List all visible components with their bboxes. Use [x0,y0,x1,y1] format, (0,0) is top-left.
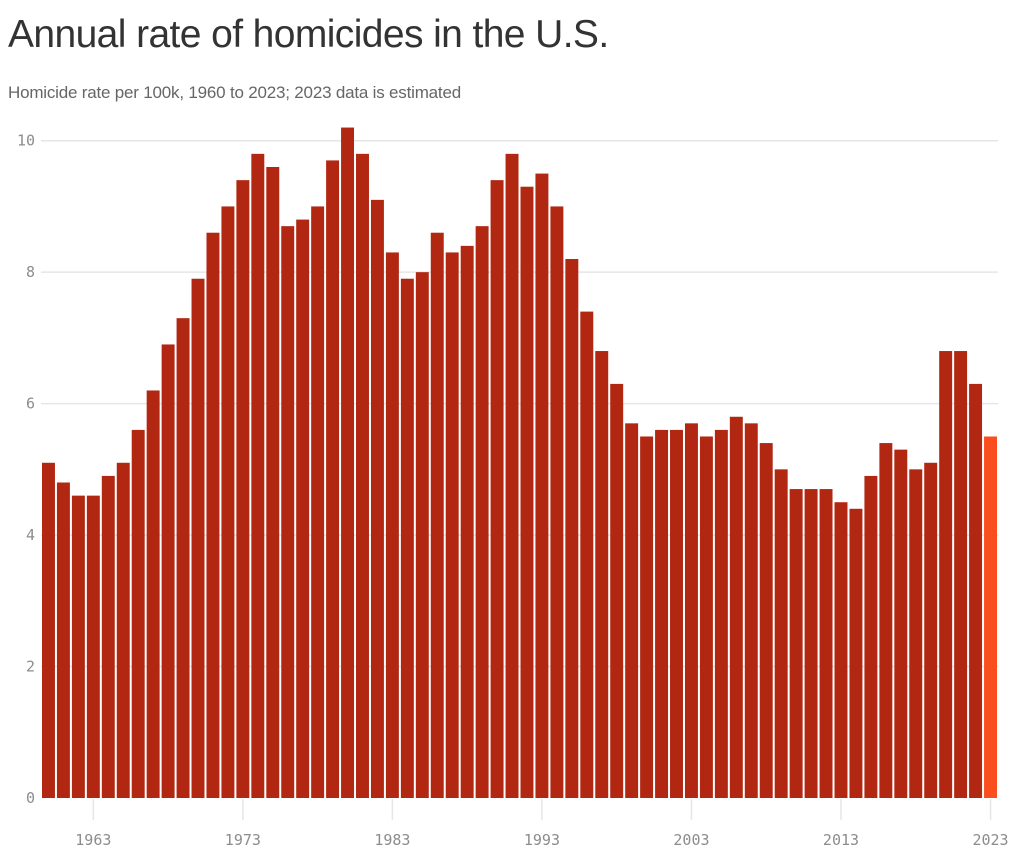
bar: 2014: 4.4 [849,508,863,798]
bar: 1975: 9.6 [266,166,280,799]
x-tick-label: 1963 [75,831,111,849]
bar: 1968: 6.9 [161,344,175,798]
bar: 1996: 7.4 [580,311,594,798]
bar: 1970: 7.9 [191,278,205,799]
bar: 2019: 5.1 [924,462,938,798]
bar: 2011: 4.7 [804,489,818,798]
bar: 2013: 4.5 [834,502,848,798]
bar: 2010: 4.7 [789,489,803,798]
bar: 1961: 4.8 [56,482,70,798]
bar: 2006: 5.8 [729,416,743,798]
bar: 1991: 9.8 [505,153,519,799]
bar: 1972: 9 [221,206,235,798]
bar: 1990: 9.4 [490,180,504,798]
bar: 2007: 5.7 [744,423,758,798]
bar: 2018: 5 [909,469,923,798]
bar: 1999: 5.7 [625,423,639,798]
bar: 1995: 8.2 [565,259,579,798]
x-tick-label: 2013 [823,831,859,849]
x-tick-label: 2023 [972,831,1008,849]
bar: 1985: 8 [415,272,429,798]
bar: 2000: 5.5 [640,436,654,798]
bar: 1983: 8.3 [385,252,399,798]
bar: 1993: 9.5 [535,173,549,798]
x-tick-label: 1973 [225,831,261,849]
bar: 1966: 5.6 [131,429,145,798]
bar: 2003: 5.7 [684,423,698,798]
bar: 1981: 9.8 [356,153,369,799]
x-tick-label: 1993 [524,831,560,849]
bar: 1974: 9.8 [251,153,265,799]
bar: 2020: 6.8 [939,351,953,798]
bar: 1978: 9 [311,206,325,798]
y-tick-label: 10 [17,132,35,150]
bar: 1982: 9.1 [370,199,384,799]
y-tick-label: 4 [26,526,35,544]
bar: 1988: 8.4 [460,245,474,798]
bar: 1992: 9.3 [520,186,534,798]
x-tick-label: 1983 [374,831,410,849]
bar: 2004: 5.5 [699,436,713,798]
bar: 1965: 5.1 [116,462,130,798]
bar: 1984: 7.9 [400,278,414,799]
bar: 2016: 5.4 [879,443,893,798]
y-axis: 0 2 4 6 8 10 [17,132,35,807]
bar: 2022: 6.3 [969,383,983,798]
bar: 2001: 5.6 [655,429,669,798]
bar: 1977: 8.8 [296,219,310,798]
bar: 1980: 10.2 [341,127,355,799]
bar: 1987: 8.3 [445,252,459,798]
x-axis: 1963 1973 1983 1993 2003 2013 2023 [75,799,1009,849]
bar: 1960: 5.1 [42,462,55,798]
bar-estimated: 2023: 5.5 [984,436,997,798]
y-tick-label: 6 [26,395,35,413]
bar: 1969: 7.3 [176,318,190,798]
bar: 1997: 6.8 [595,351,609,798]
bar: 2017: 5.3 [894,449,908,798]
chart-title: Annual rate of homicides in the U.S. [8,13,609,56]
bar: 2009: 5 [774,469,788,798]
y-tick-label: 8 [26,263,35,281]
bar: 2021: 6.8 [954,351,968,798]
bar: 1967: 6.2 [146,390,160,798]
bar: 1971: 8.6 [206,232,220,799]
bar: 2012: 4.7 [819,489,833,798]
bar: 2008: 5.4 [759,443,773,798]
y-tick-label: 0 [26,789,35,807]
x-tick-label: 2003 [673,831,709,849]
bar: 1964: 4.9 [101,475,115,798]
bar: 2015: 4.9 [864,475,878,798]
bar: 1986: 8.6 [430,232,444,799]
bar: 1962: 4.6 [71,495,85,798]
bar: 1963: 4.6 [86,495,100,798]
bar: 1976: 8.7 [281,226,295,798]
bar: 1998: 6.3 [610,383,624,798]
bar: 1979: 9.7 [326,160,340,799]
bar: 1994: 9 [550,206,564,798]
bar: 1989: 8.7 [475,226,489,798]
bar: 2002: 5.6 [670,429,683,798]
chart-subtitle: Homicide rate per 100k, 1960 to 2023; 20… [8,83,461,102]
bar: 2005: 5.6 [714,429,728,798]
bars: 1960: 5.11961: 4.81962: 4.61963: 4.61964… [42,127,997,799]
bar: 1973: 9.4 [236,180,250,798]
y-tick-label: 2 [26,658,35,676]
